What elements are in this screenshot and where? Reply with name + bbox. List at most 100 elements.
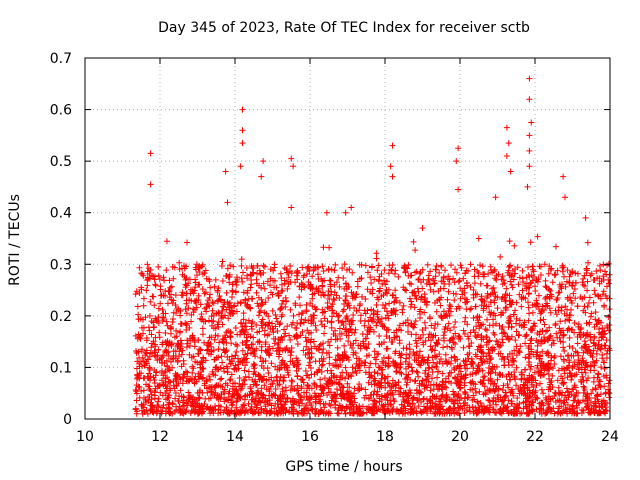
data-point (526, 389, 533, 396)
data-point (387, 163, 394, 170)
data-point (326, 295, 333, 302)
data-point (491, 331, 498, 338)
data-point (321, 404, 328, 411)
data-point (422, 337, 429, 344)
data-point (449, 345, 456, 352)
data-point (502, 291, 509, 298)
data-point (207, 395, 214, 402)
data-point (419, 354, 426, 361)
data-point (381, 267, 388, 274)
data-point (261, 331, 268, 338)
data-point (475, 331, 482, 338)
data-point (577, 331, 584, 338)
data-point (239, 106, 246, 113)
data-point (327, 389, 334, 396)
data-point (240, 355, 247, 362)
y-tick-labels: 00.10.20.30.40.50.60.7 (50, 51, 72, 428)
data-point (145, 276, 152, 283)
data-point (462, 374, 469, 381)
data-point (571, 382, 578, 389)
data-point (234, 342, 241, 349)
data-point (142, 362, 149, 369)
data-point (298, 310, 305, 317)
data-point (474, 398, 481, 405)
data-point (597, 409, 604, 416)
data-point (418, 381, 425, 388)
data-point (413, 295, 420, 302)
data-point (582, 362, 589, 369)
data-point (537, 372, 544, 379)
data-point (215, 366, 222, 373)
data-point (367, 288, 374, 295)
data-point (146, 312, 153, 319)
data-point (219, 359, 226, 366)
data-point (540, 360, 547, 367)
data-point (241, 367, 248, 374)
data-point (279, 405, 286, 412)
data-point (472, 333, 479, 340)
data-point (507, 389, 514, 396)
data-point (308, 336, 315, 343)
data-point (184, 239, 191, 246)
data-point (364, 269, 371, 276)
data-point (580, 349, 587, 356)
x-tick-label: 24 (601, 429, 619, 445)
data-point (541, 371, 548, 378)
data-point (331, 327, 338, 334)
data-point (544, 293, 551, 300)
data-point (233, 408, 240, 415)
data-point (172, 376, 179, 383)
data-point (460, 275, 467, 282)
y-tick-label: 0.2 (50, 309, 72, 325)
data-point (513, 382, 520, 389)
data-point (520, 321, 527, 328)
data-point (595, 370, 602, 377)
data-point (566, 343, 573, 350)
data-point (585, 406, 592, 413)
data-point (427, 268, 434, 275)
data-point (302, 351, 309, 358)
data-point (347, 397, 354, 404)
data-point (374, 391, 381, 398)
data-point (380, 354, 387, 361)
data-point (263, 407, 270, 414)
data-point (289, 319, 296, 326)
data-point (601, 359, 608, 366)
data-point (177, 307, 184, 314)
data-point (513, 328, 520, 335)
data-point (301, 389, 308, 396)
data-point (228, 353, 235, 360)
data-point (552, 307, 559, 314)
data-point (154, 357, 161, 364)
data-point (384, 312, 391, 319)
x-tick-label: 18 (376, 429, 394, 445)
data-point (580, 389, 587, 396)
data-point (428, 375, 435, 382)
data-point (504, 269, 511, 276)
data-point (509, 350, 516, 357)
data-point (416, 388, 423, 395)
data-point (524, 410, 531, 417)
data-point (498, 276, 505, 283)
data-point (223, 363, 230, 370)
data-point (505, 410, 512, 417)
data-point (265, 386, 272, 393)
data-point (453, 290, 460, 297)
data-point (584, 391, 591, 398)
data-point (356, 355, 363, 362)
data-point (435, 408, 442, 415)
data-point (516, 348, 523, 355)
data-point (287, 358, 294, 365)
data-point (210, 371, 217, 378)
data-point (155, 263, 162, 270)
data-point (224, 265, 231, 272)
data-point (436, 351, 443, 358)
data-point (196, 264, 203, 271)
data-point (408, 320, 415, 327)
data-point (512, 307, 519, 314)
data-point (344, 303, 351, 310)
data-point (156, 334, 163, 341)
data-point (261, 399, 268, 406)
data-point (513, 404, 520, 411)
